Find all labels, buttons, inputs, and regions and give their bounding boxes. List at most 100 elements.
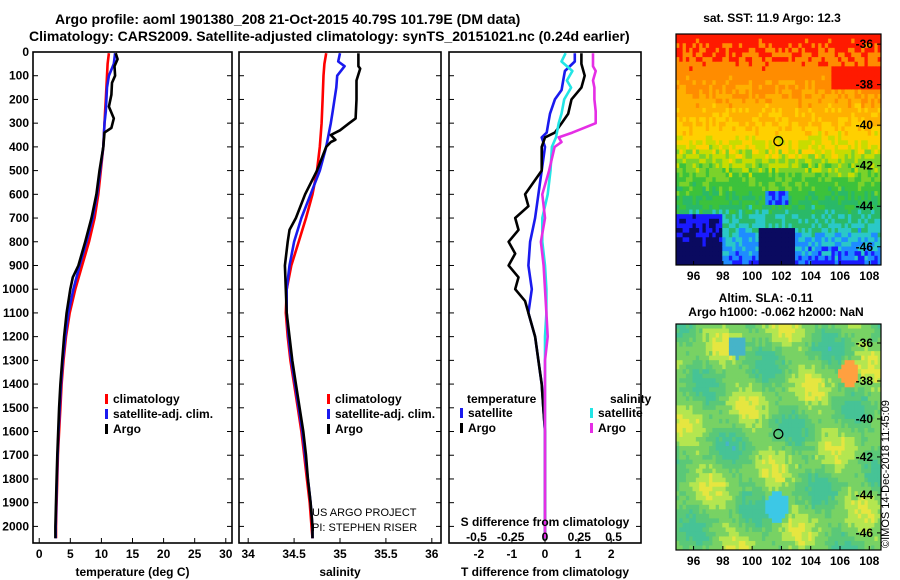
map-cell — [828, 80, 832, 86]
map-cell — [847, 94, 852, 100]
map-cell — [722, 66, 727, 72]
map-cell — [695, 540, 700, 546]
map-y-tick-label: -36 — [856, 37, 874, 51]
map-cell — [685, 414, 690, 420]
map-cell — [676, 149, 680, 155]
map-cell — [758, 450, 763, 456]
map-cell — [722, 500, 727, 506]
map-cell — [742, 117, 746, 123]
map-cell — [705, 149, 710, 155]
map-cell — [867, 38, 872, 44]
map-cell — [818, 260, 822, 266]
map-cell — [828, 126, 832, 132]
map-cell — [682, 232, 687, 238]
map-cell — [685, 364, 690, 370]
map-cell — [801, 195, 806, 201]
map-cell — [685, 255, 690, 261]
map-cell — [871, 177, 875, 183]
map-cell — [761, 477, 766, 483]
map-cell — [778, 455, 783, 461]
map-cell — [854, 255, 859, 261]
map-cell — [768, 80, 773, 86]
map-cell — [732, 255, 737, 261]
map-cell — [732, 423, 737, 429]
map-cell — [752, 237, 756, 243]
map-cell — [712, 57, 717, 63]
map-cell — [712, 66, 717, 72]
map-cell — [765, 131, 770, 137]
map-cell — [775, 34, 779, 40]
map-cell — [699, 204, 703, 211]
map-cell — [761, 144, 766, 150]
map-cell — [861, 163, 865, 169]
map-cell — [775, 251, 779, 257]
map-cell — [712, 172, 717, 178]
map-cell — [735, 500, 740, 506]
map-cell — [771, 154, 776, 160]
map-cell — [705, 140, 710, 146]
map-cell — [748, 400, 753, 406]
map-cell — [758, 495, 763, 501]
map-cell — [712, 369, 717, 375]
map-cell — [771, 117, 776, 123]
map-cell — [682, 121, 687, 127]
y-tick-label: 300 — [9, 116, 29, 130]
map-cell — [814, 43, 819, 49]
map-cell — [752, 181, 756, 187]
map-cell — [861, 121, 865, 127]
map-cell — [821, 66, 826, 72]
map-cell — [692, 324, 697, 330]
map-cell — [735, 177, 740, 183]
map-cell — [732, 387, 737, 393]
map-cell — [725, 518, 730, 524]
map-cell — [692, 47, 697, 53]
map-cell — [718, 135, 723, 141]
map-cell — [801, 255, 806, 261]
map-cell — [771, 324, 776, 330]
map-cell — [841, 57, 846, 63]
map-cell — [718, 482, 723, 488]
map-cell — [722, 527, 727, 533]
map-cell — [699, 135, 703, 141]
map-cell — [735, 446, 740, 452]
map-cell — [748, 232, 753, 238]
map-cell — [685, 251, 690, 257]
map-cell — [718, 186, 723, 192]
map-cell — [722, 246, 727, 252]
map-cell — [725, 504, 730, 510]
map-cell — [682, 464, 687, 470]
map-cell — [814, 112, 819, 118]
map-cell — [718, 228, 723, 234]
map-cell — [725, 112, 730, 118]
map-cell — [824, 112, 829, 118]
map-cell — [752, 491, 756, 497]
map-cell — [781, 346, 786, 352]
map-cell — [735, 246, 740, 252]
map-cell — [771, 446, 776, 452]
map-cell — [712, 536, 717, 542]
map-cell — [791, 223, 796, 229]
map-cell — [748, 47, 753, 53]
map-cell — [685, 545, 690, 551]
map-cell — [798, 89, 803, 95]
map-cell — [791, 195, 796, 201]
map-cell — [844, 172, 849, 178]
map-cell — [702, 378, 707, 384]
map-cell — [871, 163, 875, 169]
map-cell — [705, 427, 710, 433]
map-cell — [798, 158, 803, 164]
map-cell — [738, 177, 743, 183]
map-cell — [745, 423, 750, 429]
map-cell — [738, 437, 743, 443]
map-cell — [685, 144, 690, 150]
map-cell — [771, 251, 776, 257]
map-cell — [857, 135, 862, 141]
map-cell — [676, 536, 680, 542]
map-cell — [725, 455, 730, 461]
map-cell — [718, 121, 723, 127]
map-cell — [752, 387, 756, 393]
map-cell — [818, 112, 822, 118]
map-cell — [715, 38, 720, 44]
map-cell — [725, 540, 730, 546]
map-cell — [728, 209, 733, 215]
